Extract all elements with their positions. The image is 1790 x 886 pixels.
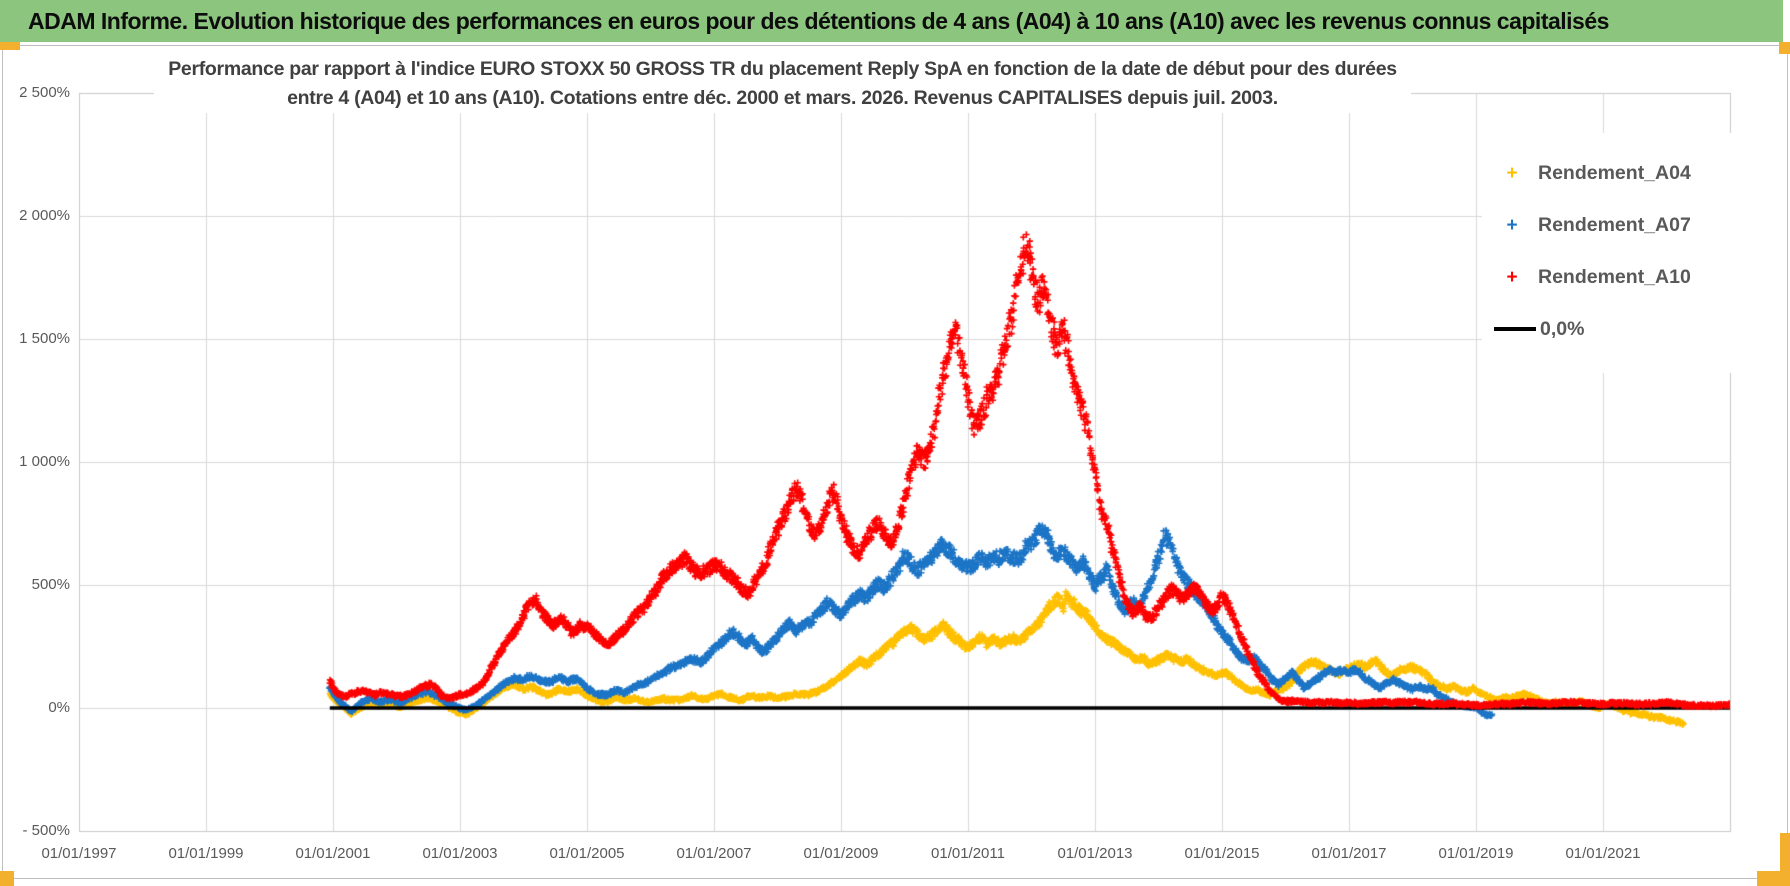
y-axis-tick: 500%	[31, 576, 70, 593]
x-axis-tick: 01/01/2001	[295, 845, 371, 862]
sheet-accent-right	[1780, 833, 1790, 886]
black-line-icon	[1494, 327, 1536, 331]
legend-item-zero-line[interactable]: 0,0%	[1482, 303, 1782, 355]
y-axis-tick: - 500%	[22, 822, 70, 839]
chart-title-line1: Performance par rapport à l'indice EURO …	[168, 58, 1397, 80]
plus-marker-icon: +	[1506, 162, 1518, 184]
x-axis-tick: 01/01/2009	[803, 845, 879, 862]
x-axis-tick: 01/01/1997	[41, 845, 117, 862]
x-axis-tick: 01/01/2021	[1565, 845, 1641, 862]
legend-label: Rendement_A10	[1538, 265, 1691, 288]
legend-item-rendement-a04[interactable]: + Rendement_A04	[1482, 147, 1782, 199]
report-title-bar[interactable]: ADAM Informe. Evolution historique des p…	[0, 0, 1783, 42]
sheet-accent-bottom-right	[1757, 871, 1790, 886]
y-axis-tick: 2 500%	[19, 84, 70, 101]
report-title: ADAM Informe. Evolution historique des p…	[28, 7, 1609, 34]
chart-legend: + Rendement_A04 + Rendement_A07 + Rendem…	[1482, 133, 1782, 373]
legend-label: 0,0%	[1540, 317, 1585, 340]
x-axis-tick: 01/01/2019	[1438, 845, 1514, 862]
x-axis-tick: 01/01/2013	[1057, 845, 1133, 862]
sheet-accent-top-right	[1779, 42, 1790, 54]
x-axis-tick: 01/01/2007	[676, 845, 752, 862]
chart-title-line2: entre 4 (A04) et 10 ans (A10). Cotations…	[287, 87, 1278, 109]
x-axis-tick: 01/01/2015	[1184, 845, 1260, 862]
legend-item-rendement-a07[interactable]: + Rendement_A07	[1482, 199, 1782, 251]
y-axis-tick: 2 000%	[19, 207, 70, 224]
y-axis-tick: 0%	[48, 699, 70, 716]
plus-marker-icon: +	[1506, 266, 1518, 288]
x-axis-tick: 01/01/1999	[168, 845, 244, 862]
x-axis-tick: 01/01/2017	[1311, 845, 1387, 862]
y-axis-tick: 1 000%	[19, 453, 70, 470]
x-axis-tick: 01/01/2005	[549, 845, 625, 862]
chart-title[interactable]: Performance par rapport à l'indice EURO …	[85, 55, 1480, 113]
legend-label: Rendement_A04	[1538, 161, 1691, 184]
x-axis-tick: 01/01/2011	[931, 845, 1005, 862]
x-axis-tick: 01/01/2003	[422, 845, 498, 862]
sheet-accent-top-left	[0, 42, 20, 50]
legend-label: Rendement_A07	[1538, 213, 1691, 236]
legend-item-rendement-a10[interactable]: + Rendement_A10	[1482, 251, 1782, 303]
plus-marker-icon: +	[1506, 214, 1518, 236]
y-axis-tick: 1 500%	[19, 330, 70, 347]
sheet-accent-bottom-left	[0, 871, 14, 886]
